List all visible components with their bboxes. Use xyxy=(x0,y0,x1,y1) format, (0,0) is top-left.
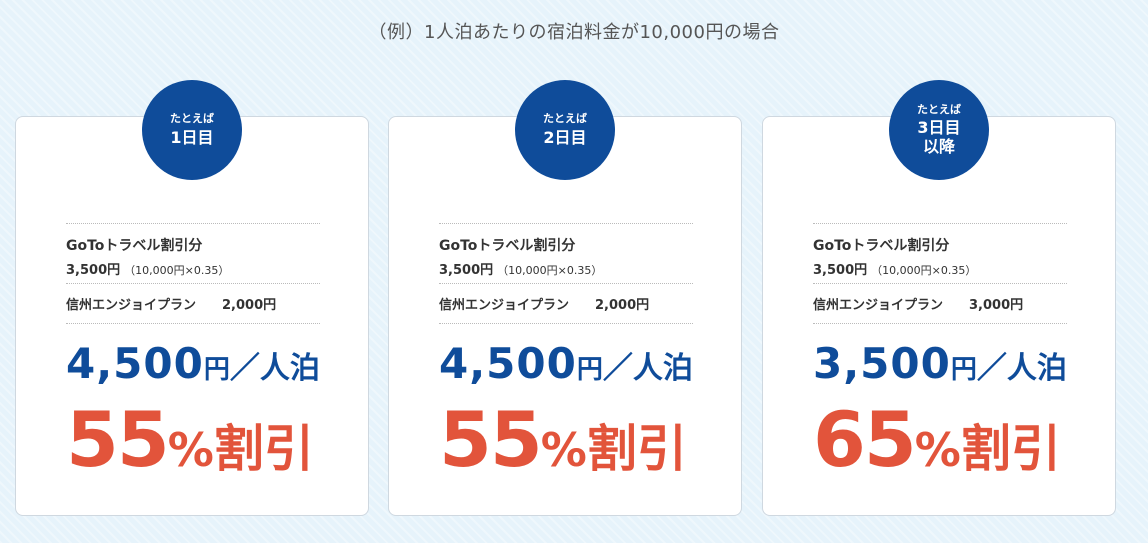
badge-small-label: たとえば xyxy=(917,102,961,116)
badge-small-label: たとえば xyxy=(543,111,587,125)
discount-percent-sign: % xyxy=(540,423,587,477)
shinshu-amount: 2,000円 xyxy=(595,298,650,313)
badge-day-label: 2日目 xyxy=(543,127,587,147)
price-number: 4,500 xyxy=(66,339,204,388)
discount-percent-sign: % xyxy=(914,423,961,477)
discount-breakdown: GoToトラベル割引分 3,500円 （10,000円×0.35） 信州エンジョイ… xyxy=(439,223,693,324)
price-per-night: 4,500円／人泊 xyxy=(66,339,366,388)
plan-card-day-2: たとえば 2日目 GoToトラベル割引分 3,500円 （10,000円×0.35… xyxy=(388,80,742,516)
goto-discount-row: GoToトラベル割引分 3,500円 （10,000円×0.35） xyxy=(66,224,320,284)
shinshu-label: 信州エンジョイプラン xyxy=(66,298,197,313)
shinshu-plan-row: 信州エンジョイプラン 3,000円 xyxy=(813,284,1067,324)
price-per-night: 3,500円／人泊 xyxy=(813,339,1113,388)
goto-amount: 3,500円 xyxy=(813,263,868,278)
discount-breakdown: GoToトラベル割引分 3,500円 （10,000円×0.35） 信州エンジョイ… xyxy=(66,223,320,324)
goto-calc: （10,000円×0.35） xyxy=(497,264,603,277)
shinshu-label: 信州エンジョイプラン xyxy=(439,298,570,313)
goto-amount: 3,500円 xyxy=(439,263,494,278)
example-caption: （例）1人泊あたりの宿泊料金が10,000円の場合 xyxy=(368,22,780,43)
goto-calc: （10,000円×0.35） xyxy=(871,264,977,277)
discount-number: 55 xyxy=(439,395,543,484)
price-per-label: ／人泊 xyxy=(976,351,1067,386)
day-badge: たとえば 2日目 xyxy=(515,80,615,180)
price-per-label: ／人泊 xyxy=(602,351,693,386)
discount-word: 割引 xyxy=(213,420,314,478)
badge-day-label: 1日目 xyxy=(170,127,214,147)
goto-label: GoToトラベル割引分 xyxy=(813,238,950,254)
discount-rate: 55%割引 xyxy=(66,395,366,484)
discount-rate: 65%割引 xyxy=(813,395,1113,484)
plan-card-day-3: たとえば 3日目 以降 GoToトラベル割引分 3,500円 （10,000円×0… xyxy=(762,80,1116,516)
price-unit: 円 xyxy=(576,355,603,385)
price-unit: 円 xyxy=(203,355,230,385)
goto-discount-row: GoToトラベル割引分 3,500円 （10,000円×0.35） xyxy=(813,224,1067,284)
badge-day-label: 3日目 xyxy=(917,118,961,138)
day-badge: たとえば 3日目 以降 xyxy=(889,80,989,180)
price-number: 4,500 xyxy=(439,339,577,388)
goto-label: GoToトラベル割引分 xyxy=(439,238,576,254)
goto-label: GoToトラベル割引分 xyxy=(66,238,203,254)
day-badge: たとえば 1日目 xyxy=(142,80,242,180)
shinshu-amount: 2,000円 xyxy=(222,298,277,313)
discount-rate: 55%割引 xyxy=(439,395,739,484)
discount-number: 55 xyxy=(66,395,170,484)
shinshu-label: 信州エンジョイプラン xyxy=(813,298,944,313)
goto-calc: （10,000円×0.35） xyxy=(124,264,230,277)
discount-word: 割引 xyxy=(960,420,1061,478)
price-per-label: ／人泊 xyxy=(229,351,320,386)
discount-word: 割引 xyxy=(586,420,687,478)
discount-percent-sign: % xyxy=(167,423,214,477)
goto-amount: 3,500円 xyxy=(66,263,121,278)
plan-card-day-1: たとえば 1日目 GoToトラベル割引分 3,500円 （10,000円×0.35… xyxy=(15,80,369,516)
shinshu-amount: 3,000円 xyxy=(969,298,1024,313)
shinshu-plan-row: 信州エンジョイプラン 2,000円 xyxy=(66,284,320,324)
goto-discount-row: GoToトラベル割引分 3,500円 （10,000円×0.35） xyxy=(439,224,693,284)
price-number: 3,500 xyxy=(813,339,951,388)
price-unit: 円 xyxy=(950,355,977,385)
discount-breakdown: GoToトラベル割引分 3,500円 （10,000円×0.35） 信州エンジョイ… xyxy=(813,223,1067,324)
badge-day-label-2: 以降 xyxy=(922,136,955,156)
badge-small-label: たとえば xyxy=(170,111,214,125)
price-per-night: 4,500円／人泊 xyxy=(439,339,739,388)
discount-number: 65 xyxy=(813,395,917,484)
shinshu-plan-row: 信州エンジョイプラン 2,000円 xyxy=(439,284,693,324)
